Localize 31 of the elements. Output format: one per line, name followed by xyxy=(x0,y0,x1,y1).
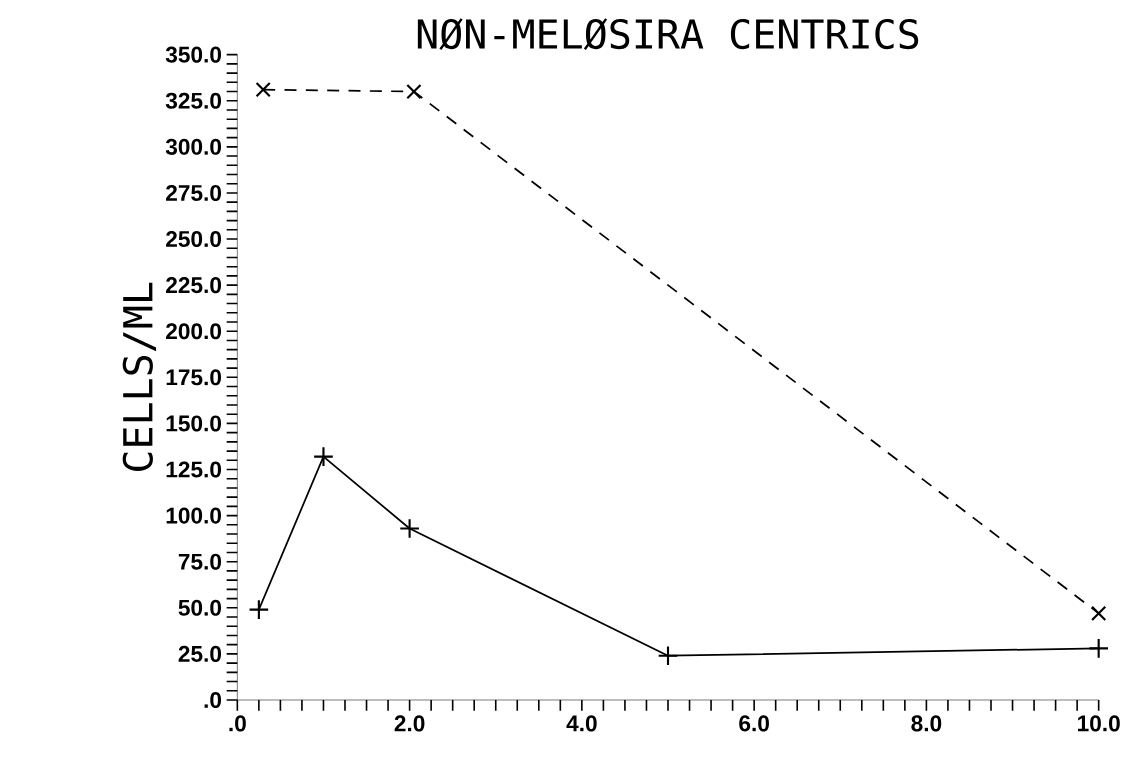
y-axis-title: CELLS/ML xyxy=(122,282,157,471)
point xyxy=(313,446,334,468)
point xyxy=(657,645,679,667)
y-tick-label: 225.0 xyxy=(166,277,222,294)
point xyxy=(255,82,271,98)
y-tick-label: 175.0 xyxy=(166,369,222,386)
y-tick-label: .0 xyxy=(204,691,222,709)
x-tick-label: .0 xyxy=(229,715,246,732)
y-tick-label: 325.0 xyxy=(165,92,222,109)
y-tick-label: 100.0 xyxy=(166,507,222,524)
y-tick-label: 25.0 xyxy=(178,645,222,662)
y-tick-label: 200.0 xyxy=(166,323,222,340)
x-tick-label: 2.0 xyxy=(394,715,425,732)
x-tick-label: 6.0 xyxy=(739,715,769,732)
y-tick-label: 150.0 xyxy=(166,415,222,432)
x-tick-label: 10.0 xyxy=(1078,715,1120,732)
x-tick-label: 8.0 xyxy=(911,715,942,732)
chart-title: NØN-MELØSIRA CENTRICS xyxy=(417,18,919,50)
y-tick-label: 250.0 xyxy=(166,231,222,248)
y-tick-label: 50.0 xyxy=(178,599,222,616)
point xyxy=(248,599,270,621)
y-tick-label: 275.0 xyxy=(166,184,222,201)
y-tick-label: 75.0 xyxy=(178,553,222,570)
y-tick-label: 300.0 xyxy=(165,138,222,155)
x-tick-label: 4.0 xyxy=(566,715,597,732)
point xyxy=(406,83,422,100)
y-tick-label: 350.0 xyxy=(165,46,222,63)
point xyxy=(1091,605,1107,621)
y-tick-label: 125.0 xyxy=(166,461,222,478)
point xyxy=(1088,637,1110,659)
point xyxy=(399,518,421,539)
